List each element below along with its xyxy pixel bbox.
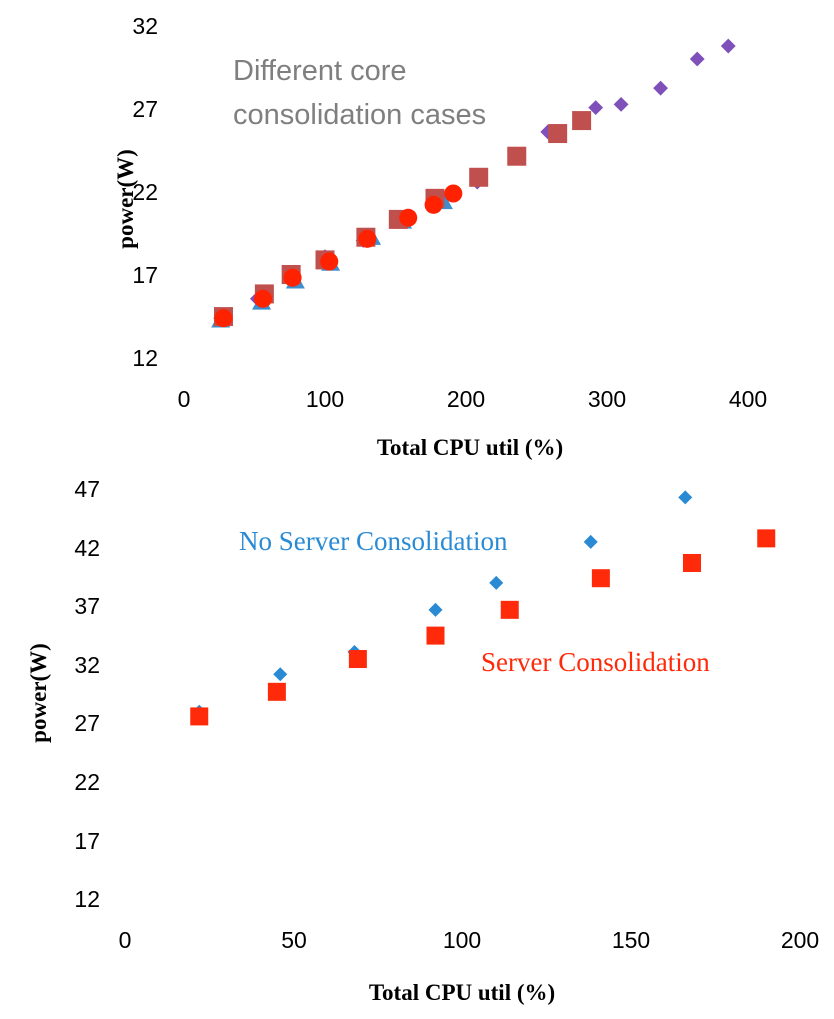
y-tick-labels: 32 27 22 17 12 (132, 13, 158, 371)
x-tick-labels: 0 100 200 300 400 (178, 386, 768, 412)
data-point (678, 490, 693, 505)
y-tick-label: 32 (74, 652, 100, 678)
y-tick-label: 42 (74, 535, 100, 561)
x-tick-label: 200 (447, 386, 485, 412)
data-point (190, 707, 209, 726)
x-tick-label: 100 (306, 386, 344, 412)
chart-top: 32 27 22 17 12 0 100 200 300 400 Total C… (113, 13, 767, 460)
x-tick-label: 200 (781, 927, 819, 953)
plot-area (190, 490, 776, 726)
x-tick-label: 150 (612, 927, 650, 953)
x-tick-label: 50 (281, 927, 307, 953)
series-1 (190, 529, 776, 726)
series-0 (192, 490, 693, 719)
y-tick-label: 27 (74, 710, 100, 736)
x-tick-label: 300 (588, 386, 626, 412)
data-point (358, 229, 377, 248)
data-point (588, 100, 604, 116)
data-point (507, 146, 527, 166)
y-tick-label: 17 (132, 262, 158, 288)
data-point (399, 208, 418, 227)
y-tick-labels: 47 42 37 32 27 22 17 12 (74, 476, 100, 912)
data-point (613, 96, 629, 112)
y-axis-title: power(W) (26, 643, 51, 743)
data-point (283, 268, 302, 287)
x-tick-label: 0 (119, 927, 132, 953)
data-point (267, 682, 286, 701)
y-tick-label: 22 (132, 179, 158, 205)
data-point (320, 252, 339, 271)
x-axis-title: Total CPU util (%) (377, 435, 563, 460)
series-3 (214, 184, 463, 328)
y-tick-label: 22 (74, 769, 100, 795)
y-axis-title: power(W) (113, 149, 138, 249)
data-point (444, 184, 463, 203)
y-tick-label: 17 (74, 828, 100, 854)
data-point (683, 553, 701, 572)
data-point (426, 626, 445, 645)
y-tick-label: 37 (74, 593, 100, 619)
x-tick-labels: 0 50 100 150 200 (119, 927, 820, 953)
series-label: No Server Consolidation (239, 526, 508, 556)
series-label: Server Consolidation (481, 647, 710, 677)
x-tick-label: 100 (443, 927, 481, 953)
data-point (653, 80, 668, 96)
data-point (253, 289, 272, 308)
data-point (583, 534, 598, 549)
data-point (500, 600, 519, 619)
annotation-line: consolidation cases (233, 99, 486, 131)
y-tick-label: 32 (132, 13, 158, 39)
data-point (548, 124, 568, 144)
data-point (489, 575, 504, 590)
data-point (469, 167, 489, 187)
data-point (572, 111, 592, 131)
y-tick-label: 47 (74, 476, 100, 502)
x-tick-label: 0 (178, 386, 191, 412)
data-point (214, 309, 233, 328)
y-tick-label: 27 (132, 96, 158, 122)
x-tick-label: 400 (729, 386, 767, 412)
chart-bottom: 47 42 37 32 27 22 17 12 0 50 100 150 200… (26, 476, 819, 1005)
data-point (689, 51, 705, 67)
annotation-line: Different core (233, 55, 407, 87)
data-point (720, 38, 736, 54)
y-tick-label: 12 (132, 345, 158, 371)
data-point (348, 650, 367, 669)
plot-area (211, 38, 736, 328)
y-tick-label: 12 (74, 886, 100, 912)
data-point (424, 195, 443, 214)
data-point (757, 529, 776, 548)
data-point (428, 602, 443, 617)
data-point (591, 569, 610, 588)
x-axis-title: Total CPU util (%) (369, 980, 555, 1005)
data-point (273, 667, 288, 682)
